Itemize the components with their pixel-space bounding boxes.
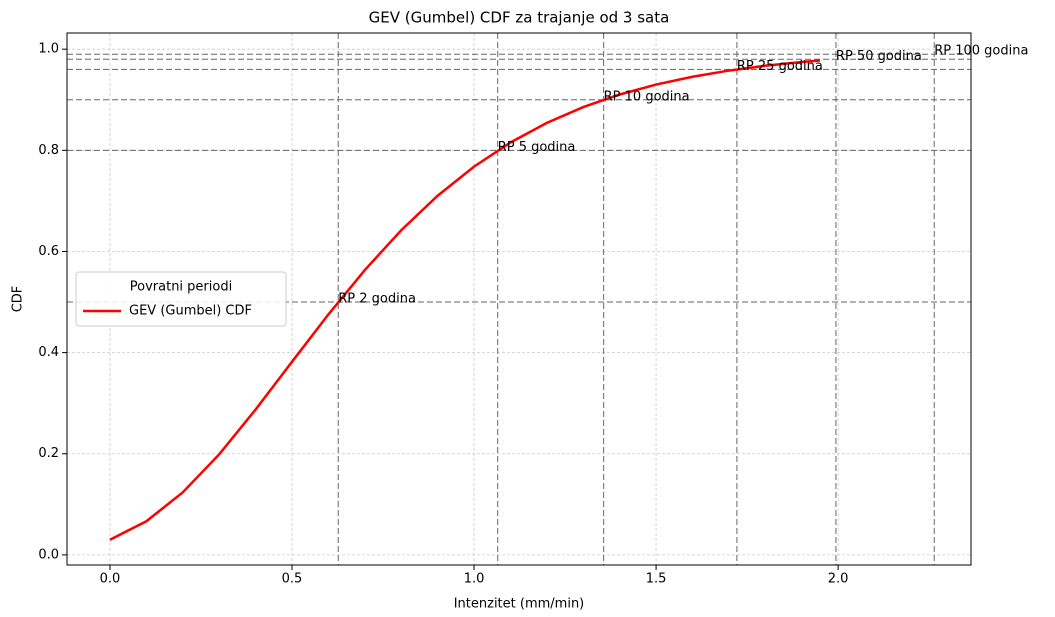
y-tick-label: 0.4 <box>38 345 59 360</box>
y-tick-label: 0.0 <box>38 547 59 562</box>
return-period-label: RP 2 godina <box>338 292 416 307</box>
x-tick-label: 1.5 <box>646 572 667 587</box>
plot-frame <box>66 32 972 566</box>
legend: Povratni periodi GEV (Gumbel) CDF <box>75 271 287 327</box>
x-tick-label: 0.5 <box>282 572 303 587</box>
y-axis-label: CDF <box>11 286 26 313</box>
return-period-label: RP 10 godina <box>604 89 690 104</box>
return-period-label: RP 25 godina <box>737 59 823 74</box>
return-period-label: RP 5 godina <box>498 140 576 155</box>
chart-title: GEV (Gumbel) CDF za trajanje od 3 sata <box>369 9 670 27</box>
x-tick-label: 1.0 <box>464 572 485 587</box>
x-axis-label: Intenzitet (mm/min) <box>454 597 585 612</box>
y-tick-label: 0.6 <box>38 244 59 259</box>
y-tick-label: 1.0 <box>38 42 59 57</box>
y-tick-label: 0.2 <box>38 446 59 461</box>
return-period-label: RP 50 godina <box>836 49 922 64</box>
x-tick-label: 0.0 <box>100 572 121 587</box>
cdf-line <box>109 59 821 541</box>
legend-title: Povratni periodi <box>130 280 232 295</box>
legend-box <box>75 271 287 327</box>
return-period-label: RP 100 godina <box>934 44 1028 59</box>
legend-label: GEV (Gumbel) CDF <box>129 304 252 319</box>
x-tick-label: 2.0 <box>828 572 849 587</box>
y-tick-label: 0.8 <box>38 143 59 158</box>
